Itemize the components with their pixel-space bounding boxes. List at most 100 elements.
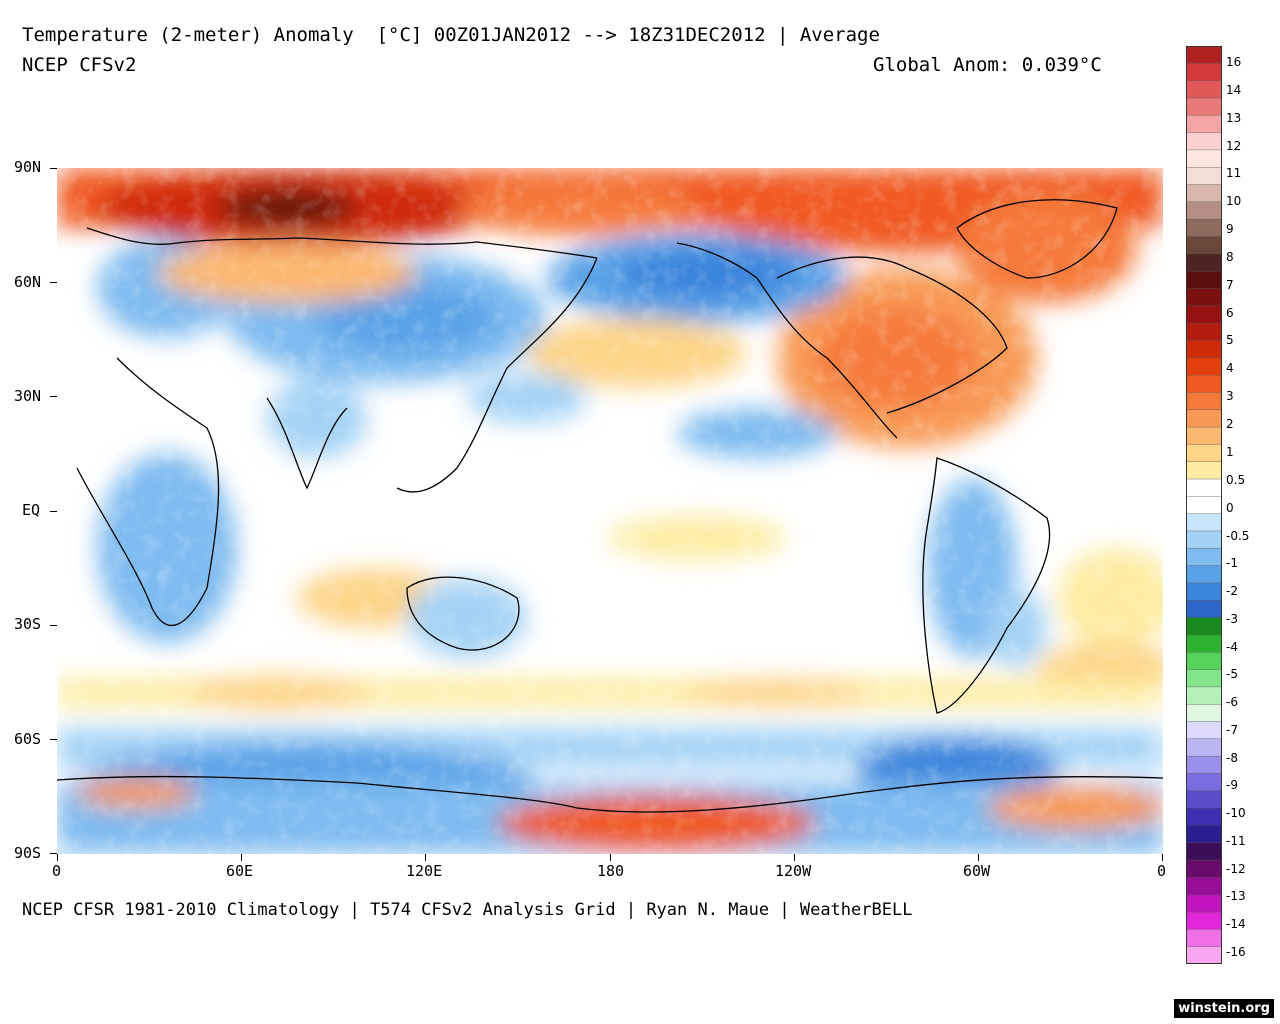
x-tick [241,854,242,861]
colorbar-label: -0.5 [1226,529,1250,543]
y-label-90s: 90S [14,844,42,862]
colorbar-label: 8 [1226,250,1234,264]
credit-badge: winstein.org [1174,999,1274,1018]
x-label-120e: 120E [406,862,443,880]
colorbar-swatch [1186,582,1222,601]
colorbar-label: 14 [1226,83,1242,97]
y-tick [50,511,57,512]
colorbar-swatch [1186,496,1222,515]
x-label-180: 180 [597,862,625,880]
colorbar-swatch [1186,426,1222,446]
noise-texture [57,168,1163,854]
x-tick [425,854,426,861]
colorbar-swatch [1186,565,1222,584]
map-title: Temperature (2-meter) Anomaly [°C] 00Z01… [22,24,880,46]
colorbar-swatch [1186,97,1222,116]
colorbar-swatch [1186,219,1222,238]
colorbar-label: -7 [1226,723,1238,737]
colorbar-label: 7 [1226,278,1234,292]
colorbar-swatch [1186,149,1222,168]
colorbar-label: -4 [1226,640,1238,654]
colorbar-swatch [1186,929,1222,948]
colorbar-label: 16 [1226,55,1242,69]
y-label-60s: 60S [14,730,42,748]
x-label-60e: 60E [226,862,254,880]
colorbar-swatch [1186,409,1222,428]
colorbar-swatch [1186,617,1222,636]
x-tick [978,854,979,861]
colorbar-swatch [1186,946,1222,964]
x-label-0-end: 0 [1157,862,1167,880]
x-tick [1162,854,1163,861]
y-label-90n: 90N [14,158,42,176]
colorbar-swatch [1186,530,1222,550]
colorbar-swatch [1186,288,1222,307]
y-tick [50,168,57,169]
colorbar-swatch [1186,911,1222,931]
colorbar-label: 0 [1226,501,1234,515]
y-label-30n: 30N [14,387,42,405]
colorbar-swatch [1186,669,1222,688]
colorbar-swatch [1186,807,1222,827]
colorbar-label: 12 [1226,139,1242,153]
colorbar-label: 13 [1226,111,1242,125]
colorbar-swatch [1186,80,1222,99]
colorbar [1186,46,1222,964]
x-label-60w: 60W [963,862,991,880]
colorbar-swatch [1186,374,1222,394]
y-tick [50,739,57,740]
global-anomaly: Global Anom: 0.039°C [873,54,1102,76]
colorbar-swatch [1186,305,1222,324]
colorbar-swatch [1186,513,1222,532]
colorbar-swatch [1186,201,1222,220]
colorbar-swatch [1186,773,1222,792]
colorbar-swatch [1186,755,1222,775]
colorbar-swatch [1186,236,1222,255]
y-tick [50,853,57,854]
y-label-60n: 60N [14,273,42,291]
colorbar-swatch [1186,686,1222,705]
colorbar-swatch [1186,184,1222,203]
colorbar-label: -11 [1226,834,1246,848]
colorbar-swatch [1186,46,1222,65]
colorbar-swatch [1186,132,1222,151]
colorbar-label: 0.5 [1226,473,1246,487]
colorbar-swatch [1186,444,1222,463]
x-label-120w: 120W [775,862,812,880]
y-label-30s: 30S [14,615,42,633]
colorbar-swatch [1186,721,1222,740]
colorbar-swatch [1186,600,1222,619]
colorbar-label: -1 [1226,556,1238,570]
colorbar-swatch [1186,392,1222,411]
colorbar-label: 11 [1226,166,1242,180]
colorbar-label: -9 [1226,778,1238,792]
colorbar-label: -12 [1226,862,1246,876]
colorbar-swatch [1186,859,1222,879]
colorbar-swatch [1186,738,1222,757]
colorbar-label: -16 [1226,945,1246,959]
colorbar-outline [1186,46,1222,964]
colorbar-swatch [1186,253,1222,272]
x-tick [610,854,611,861]
y-tick [50,282,57,283]
colorbar-swatch [1186,63,1222,82]
colorbar-label: 3 [1226,389,1234,403]
colorbar-label: -6 [1226,695,1238,709]
colorbar-label: -8 [1226,751,1238,765]
colorbar-label: 2 [1226,417,1234,431]
colorbar-label: -13 [1226,889,1246,903]
colorbar-label: -14 [1226,917,1246,931]
colorbar-label: 9 [1226,222,1234,236]
colorbar-swatch [1186,115,1222,134]
colorbar-label: 6 [1226,306,1234,320]
colorbar-swatch [1186,634,1222,653]
colorbar-label: 4 [1226,361,1234,375]
colorbar-swatch [1186,340,1222,359]
colorbar-label: 1 [1226,445,1234,459]
colorbar-label: -10 [1226,806,1246,820]
colorbar-label: -3 [1226,612,1238,626]
colorbar-label: -5 [1226,667,1238,681]
colorbar-swatch [1186,548,1222,567]
colorbar-swatch [1186,270,1222,290]
x-tick [57,854,58,861]
